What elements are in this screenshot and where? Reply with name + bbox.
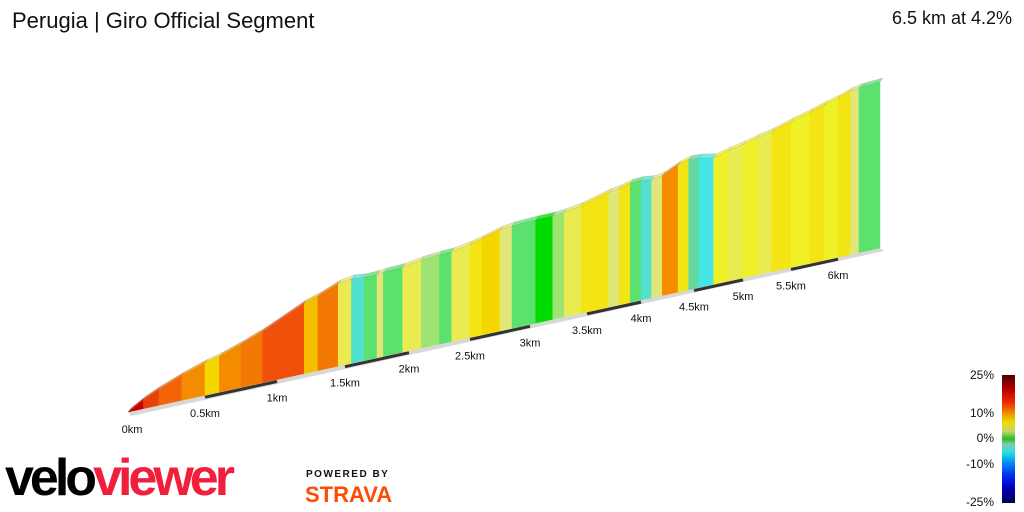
legend-label: 10% [969,406,994,420]
x-tick-label: 1km [267,393,288,405]
legend-label: -25% [965,495,994,509]
gradient-strip [363,274,378,361]
gradient-strip [850,87,860,255]
gradient-strip [688,157,700,291]
gradient-strip [640,179,652,301]
veloviewer-logo: veloviewer [5,449,235,507]
legend-label: 0% [976,431,994,445]
gradient-strip [728,144,744,282]
gradient-strip [376,271,384,359]
x-tick-label: 6km [828,270,849,282]
gradient-strip [552,212,565,320]
powered-by-label: POWERED BY [306,469,390,480]
gradient-strip [771,121,792,272]
gradient-strip [698,157,714,288]
gradient-strip [158,375,183,406]
strava-logo: STRAVA [305,482,393,507]
distance-band [469,324,531,341]
gradient-strip [581,192,609,314]
distance-band [790,257,839,271]
x-tick-label: 4km [631,313,652,325]
distance-band [693,278,744,293]
gradient-strip [651,175,663,299]
gradient-strip [383,266,403,357]
x-tick-label: 1.5km [330,378,360,390]
distance-band [586,300,642,316]
gradient-strip [303,295,319,374]
segment-title: Perugia | Giro Official Segment [12,8,315,33]
gradient-strip [499,225,513,332]
distance-band [204,380,278,399]
gradient-strip [809,104,825,264]
x-tick-label: 0.5km [190,408,220,420]
gradient-strip [757,131,773,276]
gradient-strip [619,182,631,306]
gradient-strip [402,259,422,353]
x-tick-label: 3.5km [572,325,602,337]
gradient-strip [420,254,440,349]
x-tick-label: 5.5km [776,280,806,292]
gradient-strip [535,215,554,324]
gradient-strip [204,356,220,396]
segment-summary: 6.5 km at 4.2% [891,8,1012,28]
gradient-strip [317,283,339,371]
gradient-strip [469,238,483,338]
gradient-strip [439,251,452,345]
gradient-strip [351,277,365,364]
x-tick-label: 5km [733,291,754,303]
x-tick-label: 3km [520,337,541,349]
legend-label: -10% [965,457,994,471]
x-tick-label: 2.5km [455,350,485,362]
gradient-strip [143,389,160,409]
gradient-strip [823,97,839,261]
gradient-strip [511,219,536,329]
gradient-strip [858,86,864,253]
x-tick-label: 4.5km [679,302,709,314]
x-tick-label: 0km [122,424,143,436]
legend-label: 25% [969,368,994,382]
gradient-strip [790,112,811,268]
gradient-strip-top [862,77,884,87]
gradient-strip [677,159,689,293]
gradient-strip [563,205,582,318]
gradient-strip [629,180,642,303]
gradient-strip [837,90,851,258]
gradient-legend-bar [1002,375,1015,503]
gradient-strip [240,331,263,388]
gradient-strip [481,229,501,336]
x-tick-label: 2km [399,364,420,376]
gradient-strip [262,302,305,383]
gradient-strip [219,344,242,393]
gradient-strip [862,81,881,252]
gradient-strip [742,137,758,279]
distance-band [344,351,410,369]
gradient-strip [337,278,352,367]
gradient-strip [661,164,679,296]
gradient-strip [451,244,471,342]
gradient-strip [713,150,729,285]
gradient-strip [608,188,620,308]
